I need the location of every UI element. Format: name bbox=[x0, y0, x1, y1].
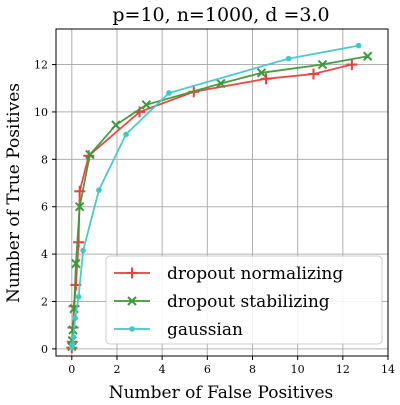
data-point bbox=[70, 334, 77, 340]
plot-frame bbox=[55, 28, 389, 357]
y-tick-label: 2 bbox=[41, 296, 48, 309]
data-point bbox=[73, 236, 85, 248]
data-point bbox=[141, 100, 152, 110]
legend-label: dropout stabilizing bbox=[167, 292, 330, 312]
x-tick-label: 8 bbox=[249, 363, 256, 376]
data-point bbox=[166, 90, 172, 96]
tick-group: 0 2 4 6 8 10 12 14 0 2 4 6 8 10 12 bbox=[34, 59, 395, 376]
legend-marker bbox=[127, 296, 137, 306]
chart-title: p=10, n=1000, d =3.0 bbox=[112, 4, 329, 26]
legend-box bbox=[105, 255, 383, 345]
legend: dropout normalizing dropout stabilizing ga… bbox=[105, 255, 383, 345]
series-group bbox=[66, 42, 373, 354]
legend-label: gaussian bbox=[167, 320, 243, 340]
y-tick-label: 6 bbox=[41, 201, 48, 214]
y-tick-label: 10 bbox=[34, 106, 48, 119]
x-axis-label: Number of False Positives bbox=[109, 383, 334, 400]
x-tick-label: 2 bbox=[113, 363, 120, 376]
legend-item: dropout stabilizing bbox=[114, 292, 330, 312]
data-point bbox=[346, 59, 358, 71]
legend-label: dropout normalizing bbox=[167, 264, 343, 284]
x-tick-label: 4 bbox=[159, 363, 166, 376]
data-point bbox=[71, 258, 81, 269]
data-point bbox=[216, 78, 226, 89]
legend-marker bbox=[126, 267, 138, 279]
legend-marker bbox=[129, 326, 135, 332]
data-point bbox=[68, 325, 78, 335]
data-point bbox=[123, 131, 129, 138]
data-point bbox=[75, 293, 82, 300]
data-point bbox=[85, 149, 95, 160]
y-tick-label: 8 bbox=[41, 153, 48, 166]
data-point bbox=[260, 73, 272, 85]
data-point bbox=[75, 202, 85, 212]
x-tick-label: 0 bbox=[68, 363, 75, 376]
data-point bbox=[317, 59, 328, 70]
legend-item: gaussian bbox=[114, 320, 243, 340]
legend-item: dropout normalizing bbox=[114, 264, 343, 284]
data-point bbox=[285, 55, 292, 62]
data-point bbox=[307, 68, 319, 80]
data-point bbox=[355, 42, 362, 49]
y-axis-label: Number of True Positives bbox=[4, 83, 24, 303]
y-tick-label: 12 bbox=[34, 59, 48, 72]
data-point bbox=[69, 341, 76, 347]
series-2 bbox=[69, 42, 362, 351]
x-tick-label: 14 bbox=[381, 363, 395, 376]
x-tick-label: 10 bbox=[291, 363, 305, 376]
data-point bbox=[111, 120, 121, 130]
y-tick-label: 4 bbox=[41, 248, 48, 261]
data-point bbox=[362, 51, 373, 61]
y-tick-label: 0 bbox=[41, 343, 48, 356]
x-tick-label: 12 bbox=[336, 363, 350, 376]
data-point bbox=[72, 315, 78, 321]
data-point bbox=[256, 68, 267, 78]
data-point bbox=[80, 247, 86, 254]
x-tick-label: 6 bbox=[204, 363, 211, 376]
grid bbox=[56, 29, 389, 356]
data-point bbox=[96, 187, 102, 193]
